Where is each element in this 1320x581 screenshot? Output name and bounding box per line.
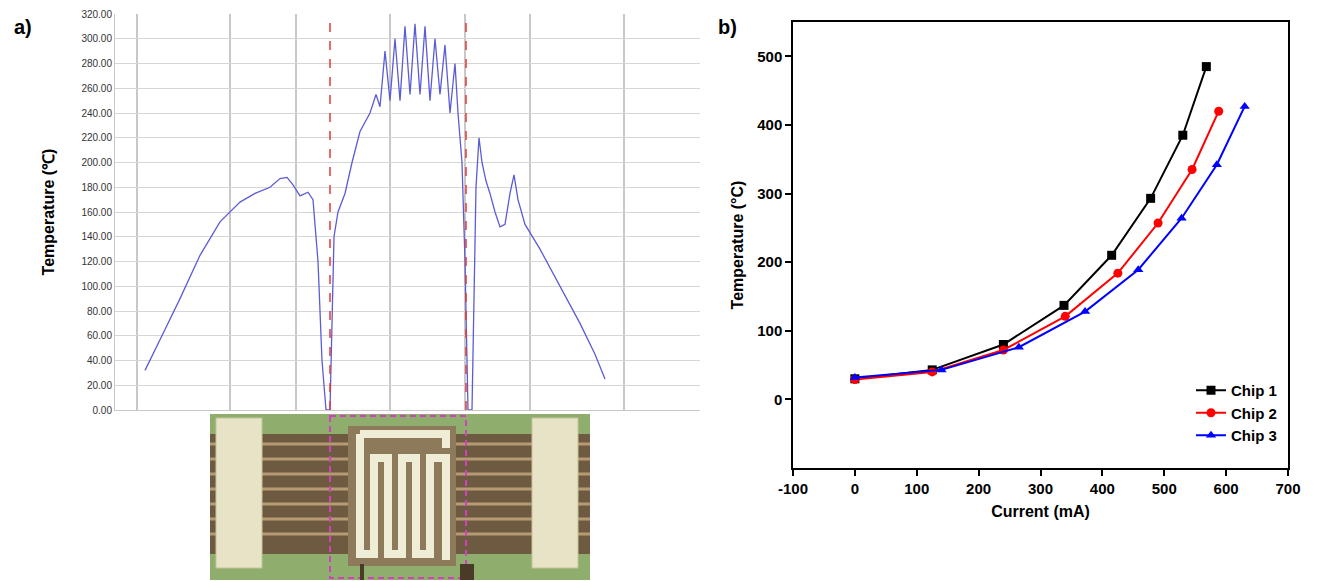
svg-text:0.00: 0.00 (93, 405, 113, 416)
svg-text:160.00: 160.00 (81, 207, 112, 218)
svg-text:0: 0 (851, 480, 859, 497)
svg-text:b): b) (718, 16, 737, 38)
svg-text:300.00: 300.00 (81, 33, 112, 44)
svg-text:500: 500 (1152, 480, 1177, 497)
svg-text:400: 400 (757, 116, 782, 133)
svg-text:100: 100 (757, 322, 782, 339)
svg-text:a): a) (14, 16, 32, 38)
svg-text:200.00: 200.00 (81, 157, 112, 168)
svg-text:80.00: 80.00 (87, 306, 112, 317)
svg-text:0: 0 (774, 391, 782, 408)
svg-text:120.00: 120.00 (81, 256, 112, 267)
svg-text:Current (mA): Current (mA) (991, 503, 1090, 520)
svg-text:200: 200 (966, 480, 991, 497)
svg-text:100: 100 (904, 480, 929, 497)
svg-text:280.00: 280.00 (81, 58, 112, 69)
svg-text:100.00: 100.00 (81, 281, 112, 292)
svg-text:600: 600 (1214, 480, 1239, 497)
svg-text:320.00: 320.00 (81, 9, 112, 20)
svg-text:Chip 3: Chip 3 (1231, 427, 1277, 444)
svg-text:260.00: 260.00 (81, 83, 112, 94)
svg-text:300: 300 (757, 185, 782, 202)
svg-text:Chip 1: Chip 1 (1231, 382, 1277, 399)
svg-text:Temperature (°C): Temperature (°C) (729, 181, 746, 310)
svg-text:40.00: 40.00 (87, 355, 112, 366)
svg-text:140.00: 140.00 (81, 231, 112, 242)
svg-text:700: 700 (1275, 480, 1300, 497)
svg-text:300: 300 (1028, 480, 1053, 497)
svg-text:240.00: 240.00 (81, 108, 112, 119)
svg-text:180.00: 180.00 (81, 182, 112, 193)
svg-text:500: 500 (757, 48, 782, 65)
svg-text:-100: -100 (778, 480, 808, 497)
svg-text:20.00: 20.00 (87, 380, 112, 391)
svg-text:Temperature (℃): Temperature (℃) (40, 149, 57, 276)
svg-text:200: 200 (757, 253, 782, 270)
svg-text:220.00: 220.00 (81, 132, 112, 143)
svg-text:400: 400 (1090, 480, 1115, 497)
svg-text:Chip 2: Chip 2 (1231, 405, 1277, 422)
svg-text:60.00: 60.00 (87, 330, 112, 341)
